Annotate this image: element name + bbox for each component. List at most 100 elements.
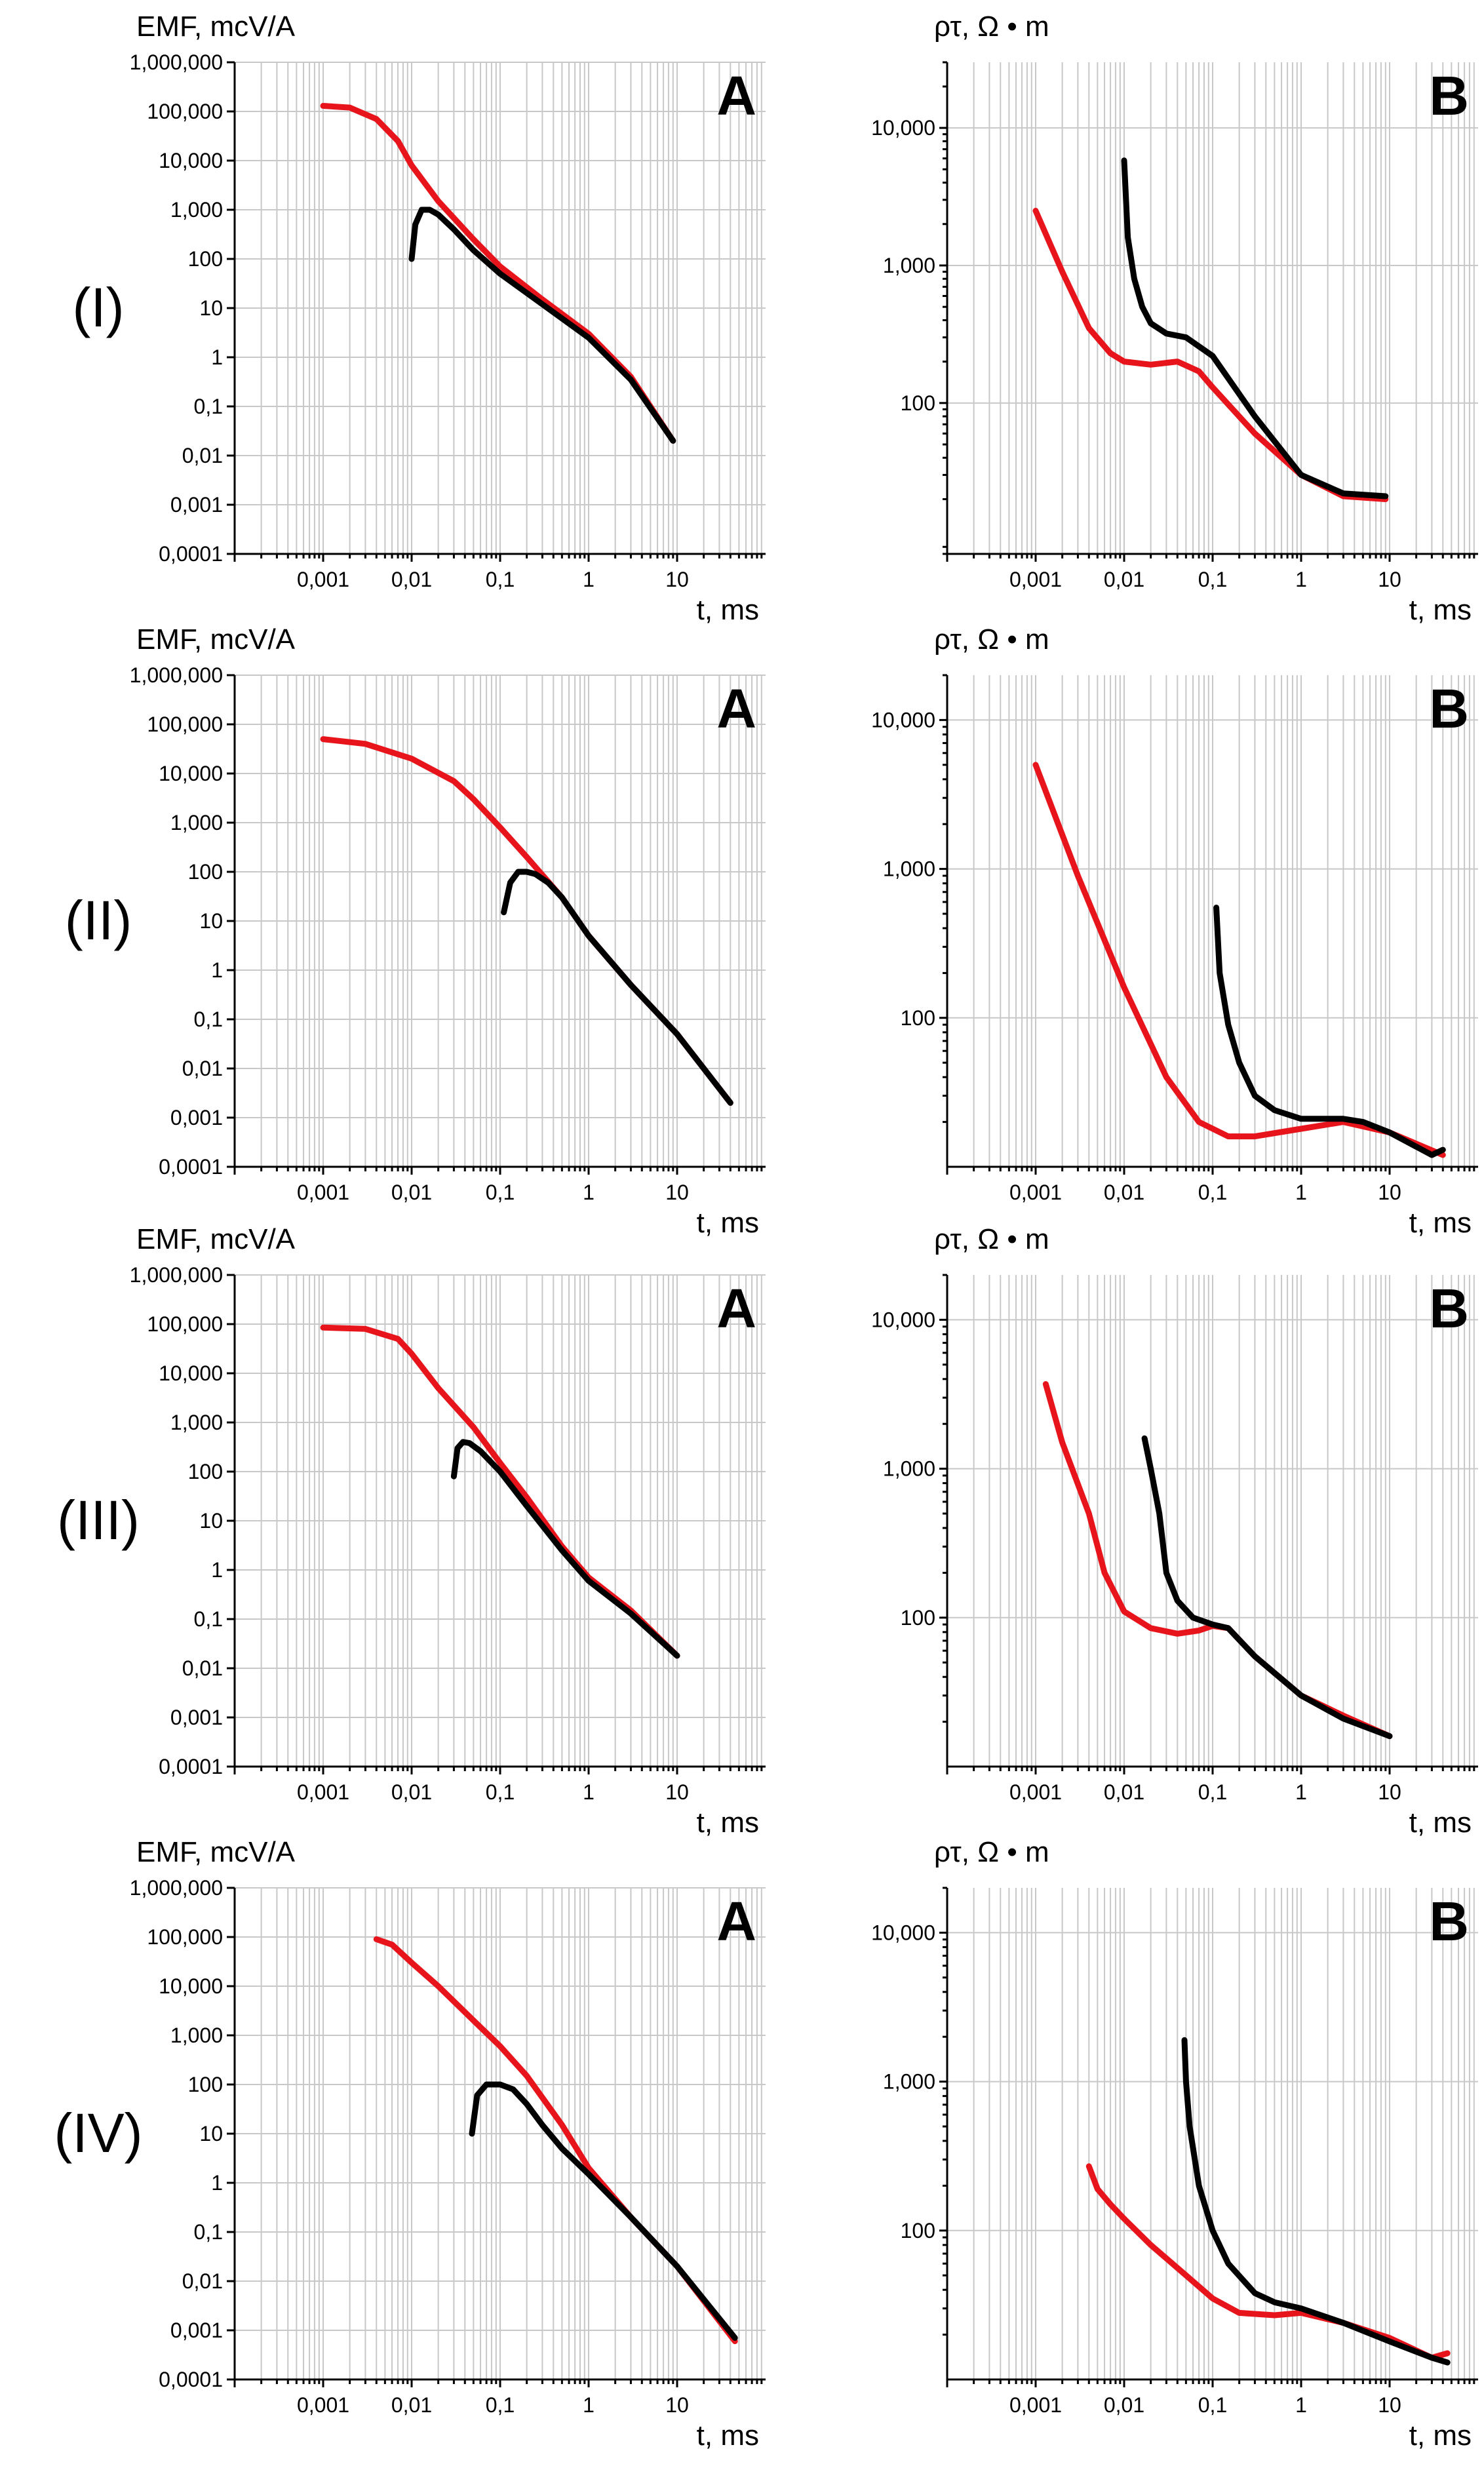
chart-1b-x-tick-label: 1 [1295, 568, 1307, 591]
chart-4a-x-tick-label: 0,001 [297, 2393, 349, 2417]
chart-2b-x-tick-label: 1 [1295, 1181, 1307, 1204]
chart-2a-y-tick-label: 10,000 [159, 762, 223, 785]
chart-3b: 100 1,000 10,000 0,001 0,01 0,1 1 10 ρτ, Ω • m t,… [871, 1223, 1478, 1839]
chart-2b-x-tick-label: 10 [1378, 1181, 1401, 1204]
chart-3a-x-tick-label: 10 [665, 1780, 689, 1804]
chart-2a-y-tick-label: 100 [188, 860, 223, 884]
chart-4a-y-tick-label: 0,0001 [159, 2368, 223, 2391]
chart-4b-series-black [1181, 2037, 1451, 2366]
chart-2b-y-tick-label: 10,000 [871, 708, 935, 732]
chart-1a-y-tick-label: 100 [188, 247, 223, 271]
chart-4b-x-tick-label: 10 [1378, 2393, 1401, 2417]
chart-2a-x-tick-label: 0,001 [297, 1181, 349, 1204]
chart-1a-y-tick-label: 0,001 [170, 493, 223, 517]
chart-3b-xlabel: t, ms [1409, 1807, 1472, 1839]
chart-4b-x-tick-label: 0,01 [1104, 2393, 1144, 2417]
chart-4b: 100 1,000 10,000 0,001 0,01 0,1 1 10 ρτ, Ω • m t,… [871, 1836, 1478, 2452]
chart-1b-xlabel: t, ms [1409, 594, 1472, 626]
chart-1b-x-tick-label: 0,1 [1198, 568, 1227, 591]
chart-1b: 100 1,000 10,000 0,001 0,01 0,1 1 10 ρτ, Ω • m t,… [871, 10, 1478, 626]
chart-1a-x-tick-label: 0,01 [391, 568, 432, 591]
chart-4a-y-tick-label: 1 [211, 2171, 223, 2195]
chart-2b-panel-letter: B [1429, 678, 1469, 739]
chart-3a-x-tick-label: 1 [583, 1780, 595, 1804]
chart-2b: 100 1,000 10,000 0,001 0,01 0,1 1 10 ρτ, Ω • m t,… [871, 623, 1478, 1239]
chart-4b-panel-letter: B [1429, 1890, 1469, 1952]
chart-3a-y-tick-label: 10,000 [159, 1361, 223, 1385]
chart-2b-x-tick-label: 0,01 [1104, 1181, 1144, 1204]
chart-4b-xlabel: t, ms [1409, 2419, 1472, 2452]
chart-1b-y-tick-label: 1,000 [883, 254, 935, 277]
chart-3a-xlabel: t, ms [697, 1807, 759, 1839]
chart-4a-y-tick-label: 10,000 [159, 1974, 223, 1998]
chart-3a-x-tick-label: 0,1 [486, 1780, 515, 1804]
chart-1a-xlabel: t, ms [697, 594, 759, 626]
chart-3a-y-tick-label: 1,000 [170, 1411, 223, 1434]
chart-2a-y-tick-label: 1 [211, 958, 223, 982]
chart-4a-series-black [469, 2081, 738, 2341]
chart-2a-x-tick-label: 1 [583, 1181, 595, 1204]
chart-4a-y-tick-label: 100,000 [147, 1925, 223, 1949]
chart-4a-xlabel: t, ms [697, 2419, 759, 2452]
chart-4a-y-tick-label: 10 [199, 2122, 223, 2145]
chart-3b-series-black [1141, 1435, 1393, 1740]
chart-3b-x-tick-label: 0,001 [1009, 1780, 1062, 1804]
row-label-4: (IV) [54, 2102, 142, 2164]
chart-2a-ylabel: EMF, mcV/A [136, 623, 296, 656]
chart-4b-y-tick-label: 10,000 [871, 1921, 935, 1944]
chart-2b-series-red [1032, 762, 1446, 1158]
chart-3a-y-tick-label: 1 [211, 1558, 223, 1582]
chart-2a-y-tick-label: 1,000 [170, 811, 223, 834]
chart-1a-y-tick-label: 0,1 [194, 395, 223, 418]
chart-4a-ylabel: EMF, mcV/A [136, 1836, 296, 1868]
chart-3b-y-tick-label: 10,000 [871, 1308, 935, 1331]
chart-4a-x-tick-label: 0,01 [391, 2393, 432, 2417]
chart-3b-x-tick-label: 10 [1378, 1780, 1401, 1804]
chart-1a-y-tick-label: 100,000 [147, 100, 223, 123]
chart-1b-series-black [1121, 157, 1389, 499]
chart-4b-x-tick-label: 1 [1295, 2393, 1307, 2417]
chart-3a-y-tick-label: 0,001 [170, 1706, 223, 1729]
chart-3a-x-tick-label: 0,01 [391, 1780, 432, 1804]
chart-3b-y-tick-label: 1,000 [883, 1457, 935, 1481]
chart-4a-x-tick-label: 0,1 [486, 2393, 515, 2417]
chart-2a-xlabel: t, ms [697, 1207, 759, 1239]
chart-2a-y-tick-label: 0,0001 [159, 1155, 223, 1179]
chart-2b-x-tick-label: 0,001 [1009, 1181, 1062, 1204]
chart-4a-y-tick-label: 1,000 [170, 2024, 223, 2047]
chart-4a-panel-letter: A [716, 1890, 756, 1952]
chart-4a-y-tick-label: 0,01 [182, 2269, 223, 2293]
chart-2a-y-tick-label: 0,01 [182, 1057, 223, 1080]
chart-1a-y-tick-label: 1 [211, 345, 223, 369]
chart-1b-ylabel: ρτ, Ω • m [934, 10, 1049, 43]
chart-3a-y-tick-label: 1,000,000 [130, 1263, 223, 1287]
chart-2a-x-tick-label: 0,01 [391, 1181, 432, 1204]
chart-4a: 0,00010,0010,010,11101001,00010,000100,0… [54, 1836, 766, 2452]
chart-1a-x-tick-label: 10 [665, 568, 689, 591]
chart-1b-panel-letter: B [1429, 65, 1469, 127]
chart-1a-y-tick-label: 1,000,000 [130, 50, 223, 74]
chart-3a-y-tick-label: 100,000 [147, 1312, 223, 1336]
chart-3b-panel-letter: B [1429, 1278, 1469, 1339]
chart-1a-y-tick-label: 10,000 [159, 149, 223, 172]
chart-3b-x-tick-label: 1 [1295, 1780, 1307, 1804]
chart-3a-y-tick-label: 0,01 [182, 1656, 223, 1680]
row-label-3: (III) [57, 1489, 140, 1551]
chart-2b-xlabel: t, ms [1409, 1207, 1472, 1239]
chart-2a-x-tick-label: 10 [665, 1181, 689, 1204]
chart-2b-x-tick-label: 0,1 [1198, 1181, 1227, 1204]
chart-4a-y-tick-label: 1,000,000 [130, 1876, 223, 1900]
chart-1a-y-tick-label: 0,0001 [159, 542, 223, 566]
chart-1a-y-tick-label: 0,01 [182, 444, 223, 467]
chart-1a-y-tick-label: 10 [199, 296, 223, 320]
chart-1b-x-tick-label: 0,001 [1009, 568, 1062, 591]
chart-1a: 0,00010,0010,010,11101001,00010,000100,0… [72, 10, 766, 626]
chart-4a-x-tick-label: 1 [583, 2393, 595, 2417]
chart-1a-y-tick-label: 1,000 [170, 198, 223, 222]
row-label-2: (II) [65, 890, 132, 951]
chart-1b-x-tick-label: 10 [1378, 568, 1401, 591]
chart-2a-y-tick-label: 0,001 [170, 1106, 223, 1129]
chart-4b-x-tick-label: 0,001 [1009, 2393, 1062, 2417]
